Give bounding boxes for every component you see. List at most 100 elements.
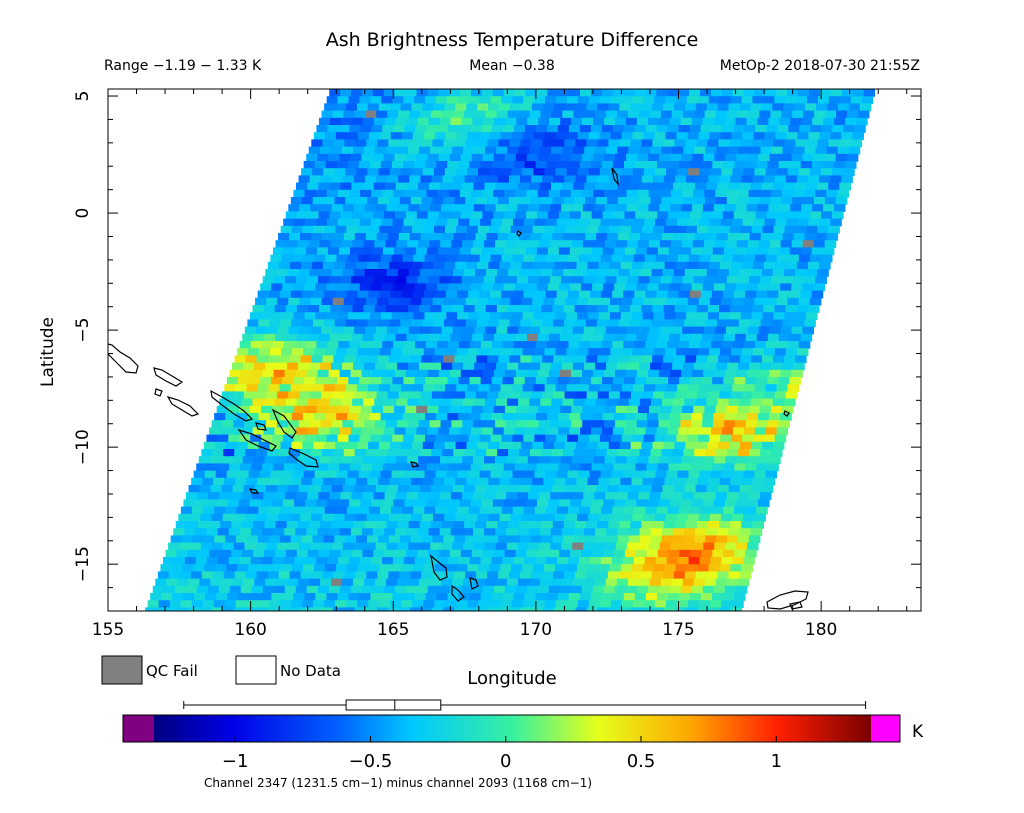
heatmap-cell <box>734 377 746 385</box>
heatmap-cell <box>388 513 401 522</box>
heatmap-cell <box>306 463 318 472</box>
heatmap-cell <box>283 557 295 565</box>
heatmap-cell <box>545 254 558 263</box>
heatmap-cell <box>304 499 317 508</box>
heatmap-cell <box>525 247 538 256</box>
heatmap-cell <box>371 341 383 349</box>
heatmap-cell <box>347 161 360 169</box>
heatmap-cell <box>435 470 448 479</box>
heatmap-cell <box>200 513 213 522</box>
heatmap-cell <box>647 333 659 342</box>
heatmap-cell <box>650 197 663 205</box>
heatmap-cell <box>486 485 498 493</box>
heatmap-cell <box>436 377 449 385</box>
heatmap-cell <box>667 506 680 515</box>
heatmap-cell <box>344 139 356 148</box>
heatmap-cell <box>404 499 417 508</box>
heatmap-cell <box>294 557 306 565</box>
heatmap-cell <box>272 434 284 443</box>
colorbar-segment <box>485 715 490 742</box>
heatmap-cell <box>155 578 167 587</box>
heatmap-cell <box>540 362 552 371</box>
heatmap-cell <box>282 499 295 508</box>
heatmap-cell <box>754 254 767 263</box>
heatmap-cell <box>482 189 494 198</box>
colorbar-segment <box>515 715 520 742</box>
heatmap-cell <box>457 290 469 299</box>
heatmap-cell <box>718 139 731 148</box>
colorbar-segment <box>339 715 343 742</box>
heatmap-cell <box>403 96 415 104</box>
heatmap-cell <box>741 305 753 313</box>
heatmap-cell <box>247 441 260 450</box>
heatmap-cell <box>674 355 686 364</box>
heatmap-cell <box>500 600 513 608</box>
heatmap-cell <box>784 355 796 364</box>
heatmap-cell <box>354 233 367 241</box>
heatmap-cell <box>411 261 423 270</box>
heatmap-cell <box>623 290 635 299</box>
heatmap-cell <box>737 535 750 544</box>
heatmap-cell <box>287 269 299 277</box>
heatmap-cell <box>252 305 265 313</box>
heatmap-cell <box>495 204 508 212</box>
heatmap-cell <box>498 139 510 148</box>
heatmap-cell <box>263 398 276 407</box>
heatmap-cell <box>510 261 522 270</box>
heatmap-cell <box>576 297 589 306</box>
heatmap-cell <box>374 456 386 464</box>
colorbar-segment <box>652 715 657 742</box>
heatmap-cell <box>540 449 553 457</box>
heatmap-cell <box>352 305 365 313</box>
heatmap-cell <box>256 449 268 457</box>
heatmap-cell <box>381 377 393 385</box>
heatmap-cell <box>537 499 549 508</box>
colorbar-segment <box>222 715 227 742</box>
heatmap-cell <box>370 593 383 601</box>
heatmap-cell <box>605 276 617 284</box>
heatmap-cell <box>449 369 462 378</box>
heatmap-cell <box>233 542 246 551</box>
colorbar-segment <box>327 715 331 742</box>
heatmap-cell <box>687 348 699 356</box>
heatmap-cell <box>474 146 486 155</box>
heatmap-cell <box>695 103 708 112</box>
heatmap-cell <box>606 146 618 155</box>
heatmap-cell <box>664 391 676 400</box>
heatmap-cell <box>646 463 659 472</box>
heatmap-cell <box>443 355 455 364</box>
heatmap-cell <box>254 391 267 400</box>
heatmap-cell <box>595 110 607 119</box>
heatmap-cell <box>732 168 745 176</box>
heatmap-cell <box>596 319 609 328</box>
heatmap-cell <box>448 499 461 508</box>
heatmap-cell <box>528 492 540 500</box>
heatmap-cell <box>725 542 737 551</box>
heatmap-cell <box>311 571 324 580</box>
heatmap-cell <box>711 211 724 220</box>
heatmap-cell <box>665 96 677 104</box>
heatmap-cell <box>435 434 448 443</box>
heatmap-cell <box>700 125 713 133</box>
heatmap-cell <box>514 427 527 436</box>
heatmap-cell <box>575 391 588 400</box>
heatmap-cell <box>254 362 266 371</box>
heatmap-cell <box>705 362 717 371</box>
heatmap-cell <box>470 125 482 133</box>
heatmap-cell <box>751 312 764 320</box>
heatmap-cell <box>317 528 330 536</box>
heatmap-cell <box>694 233 707 241</box>
heatmap-cell <box>535 413 548 421</box>
heatmap-cell <box>684 182 696 191</box>
heatmap-cell <box>745 377 757 385</box>
heatmap-cell <box>363 305 376 313</box>
heatmap-cell <box>595 528 607 536</box>
heatmap-cell <box>676 513 689 522</box>
heatmap-cell <box>302 564 315 572</box>
heatmap-cell <box>403 557 416 565</box>
heatmap-cell <box>642 225 654 234</box>
heatmap-cell <box>348 96 361 104</box>
heatmap-cell <box>604 189 616 198</box>
heatmap-cell <box>581 333 594 342</box>
heatmap-cell <box>584 110 596 119</box>
